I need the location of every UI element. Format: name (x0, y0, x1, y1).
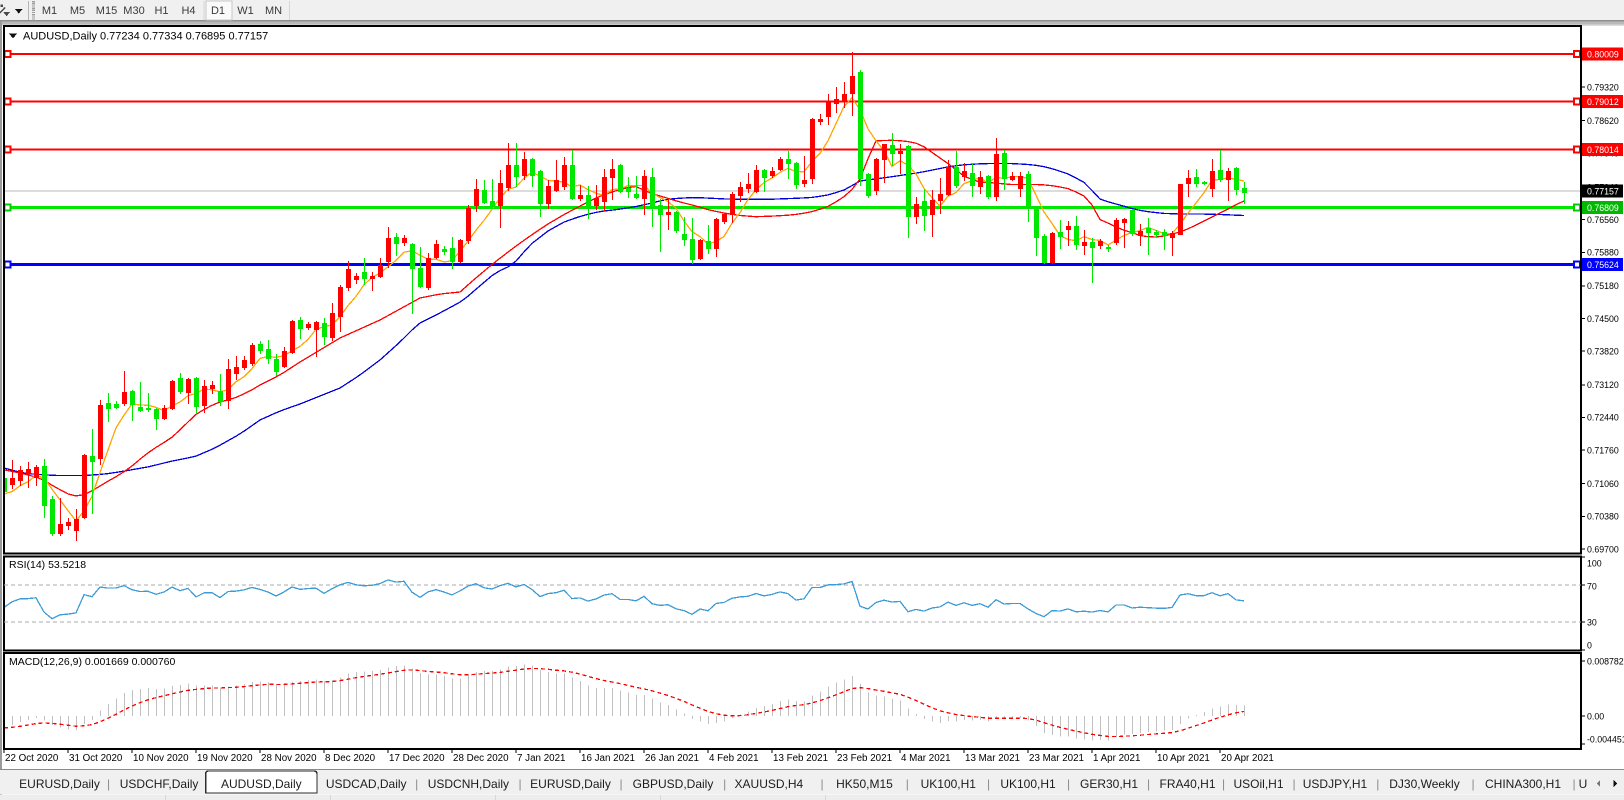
svg-text:H4: H4 (181, 5, 195, 17)
svg-text:0.73820: 0.73820 (1587, 347, 1619, 357)
svg-text:|: | (820, 777, 823, 791)
svg-text:10 Nov 2020: 10 Nov 2020 (133, 753, 189, 764)
svg-text:30: 30 (1587, 617, 1597, 627)
svg-text:USDCHF,Daily: USDCHF,Daily (120, 777, 199, 791)
svg-text:0.73120: 0.73120 (1587, 380, 1619, 390)
svg-text:26 Jan 2021: 26 Jan 2021 (645, 753, 699, 764)
svg-text:0: 0 (1587, 640, 1592, 650)
svg-text:DJ30,Weekly: DJ30,Weekly (1389, 777, 1459, 791)
svg-text:23 Mar 2021: 23 Mar 2021 (1029, 753, 1084, 764)
svg-text:13 Mar 2021: 13 Mar 2021 (965, 753, 1020, 764)
svg-text:19 Nov 2020: 19 Nov 2020 (197, 753, 253, 764)
svg-text:H1: H1 (154, 5, 168, 17)
svg-text:XAUUSD,H4: XAUUSD,H4 (735, 777, 804, 791)
svg-text:|: | (1572, 777, 1575, 791)
svg-text:W1: W1 (237, 5, 254, 17)
svg-text:0.72440: 0.72440 (1587, 413, 1619, 423)
svg-text:0.76560: 0.76560 (1587, 215, 1619, 225)
svg-text:0.77157: 0.77157 (1587, 187, 1619, 197)
svg-text:20 Apr 2021: 20 Apr 2021 (1221, 753, 1274, 764)
svg-text:UK100,H1: UK100,H1 (921, 777, 977, 791)
svg-text:7 Jan 2021: 7 Jan 2021 (517, 753, 565, 764)
svg-text:0.00: 0.00 (1587, 711, 1604, 721)
svg-text:0.75880: 0.75880 (1587, 248, 1619, 258)
svg-text:0.78014: 0.78014 (1587, 145, 1619, 155)
svg-text:4 Feb 2021: 4 Feb 2021 (709, 753, 759, 764)
svg-text:GBPUSD,Daily: GBPUSD,Daily (633, 777, 714, 791)
svg-text:GER30,H1: GER30,H1 (1080, 777, 1138, 791)
svg-text:23 Feb 2021: 23 Feb 2021 (837, 753, 892, 764)
svg-text:0.75180: 0.75180 (1587, 281, 1619, 291)
svg-text:EURUSD,Daily: EURUSD,Daily (19, 777, 100, 791)
svg-text:0.80009: 0.80009 (1587, 50, 1619, 60)
svg-text:AUDUSD,Daily: AUDUSD,Daily (221, 777, 302, 791)
svg-text:USDCNH,Daily: USDCNH,Daily (428, 777, 509, 791)
svg-text:|: | (518, 777, 521, 791)
svg-text:AUDUSD,Daily 0.77234 0.77334: AUDUSD,Daily 0.77234 0.77334 0.76895 0.7… (23, 31, 268, 43)
svg-text:0.79320: 0.79320 (1587, 82, 1619, 92)
svg-text:M1: M1 (42, 5, 57, 17)
svg-text:|: | (1376, 777, 1379, 791)
svg-text:-0.004451: -0.004451 (1587, 734, 1624, 744)
svg-text:FRA40,H1: FRA40,H1 (1159, 777, 1215, 791)
svg-text:|: | (1067, 777, 1070, 791)
svg-text:CHINA300,H1: CHINA300,H1 (1485, 777, 1561, 791)
svg-text:100: 100 (1587, 558, 1602, 568)
svg-text:|: | (906, 777, 909, 791)
svg-text:M30: M30 (123, 5, 144, 17)
svg-text:MACD(12,26,9) 0.001669 0.00076: MACD(12,26,9) 0.001669 0.000760 (9, 656, 176, 668)
svg-text:0.75624: 0.75624 (1587, 260, 1619, 270)
svg-text:|: | (1472, 777, 1475, 791)
svg-text:EURUSD,Daily: EURUSD,Daily (530, 777, 611, 791)
svg-text:|: | (987, 777, 990, 791)
svg-text:0.70380: 0.70380 (1587, 512, 1619, 522)
svg-text:0.69700: 0.69700 (1587, 544, 1619, 554)
svg-text:28 Nov 2020: 28 Nov 2020 (261, 753, 317, 764)
svg-text:|: | (619, 777, 622, 791)
svg-text:USOil,H1: USOil,H1 (1233, 777, 1283, 791)
svg-text:|: | (1293, 777, 1296, 791)
svg-text:HK50,M15: HK50,M15 (836, 777, 893, 791)
svg-text:M15: M15 (96, 5, 117, 17)
svg-text:U: U (1579, 777, 1588, 791)
svg-text:17 Dec 2020: 17 Dec 2020 (389, 753, 445, 764)
svg-text:1 Apr 2021: 1 Apr 2021 (1093, 753, 1140, 764)
svg-text:0.71760: 0.71760 (1587, 445, 1619, 455)
svg-text:RSI(14) 53.5218: RSI(14) 53.5218 (9, 559, 86, 571)
svg-text:70: 70 (1587, 581, 1597, 591)
svg-text:MN: MN (265, 5, 282, 17)
svg-text:|: | (415, 777, 418, 791)
svg-text:0.78620: 0.78620 (1587, 116, 1619, 126)
svg-text:|: | (1222, 777, 1225, 791)
svg-text:USDCAD,Daily: USDCAD,Daily (326, 777, 407, 791)
svg-text:D1: D1 (211, 5, 225, 17)
svg-text:8 Dec 2020: 8 Dec 2020 (325, 753, 376, 764)
svg-text:0.79012: 0.79012 (1587, 97, 1619, 107)
svg-text:31 Oct 2020: 31 Oct 2020 (69, 753, 123, 764)
svg-text:|: | (107, 777, 110, 791)
svg-text:0.008782: 0.008782 (1587, 656, 1624, 666)
svg-text:10 Apr 2021: 10 Apr 2021 (1157, 753, 1210, 764)
svg-text:16 Jan 2021: 16 Jan 2021 (581, 753, 635, 764)
svg-text:4 Mar 2021: 4 Mar 2021 (901, 753, 951, 764)
svg-text:22 Oct 2020: 22 Oct 2020 (5, 753, 59, 764)
svg-text:0.74500: 0.74500 (1587, 314, 1619, 324)
svg-text:UK100,H1: UK100,H1 (1000, 777, 1056, 791)
svg-text:0.71060: 0.71060 (1587, 479, 1619, 489)
svg-text:USDJPY,H1: USDJPY,H1 (1303, 777, 1368, 791)
svg-text:13 Feb 2021: 13 Feb 2021 (773, 753, 828, 764)
svg-text:0.76809: 0.76809 (1587, 203, 1619, 213)
svg-text:|: | (1147, 777, 1150, 791)
svg-text:28 Dec 2020: 28 Dec 2020 (453, 753, 509, 764)
svg-text:M5: M5 (70, 5, 85, 17)
svg-text:|: | (723, 777, 726, 791)
